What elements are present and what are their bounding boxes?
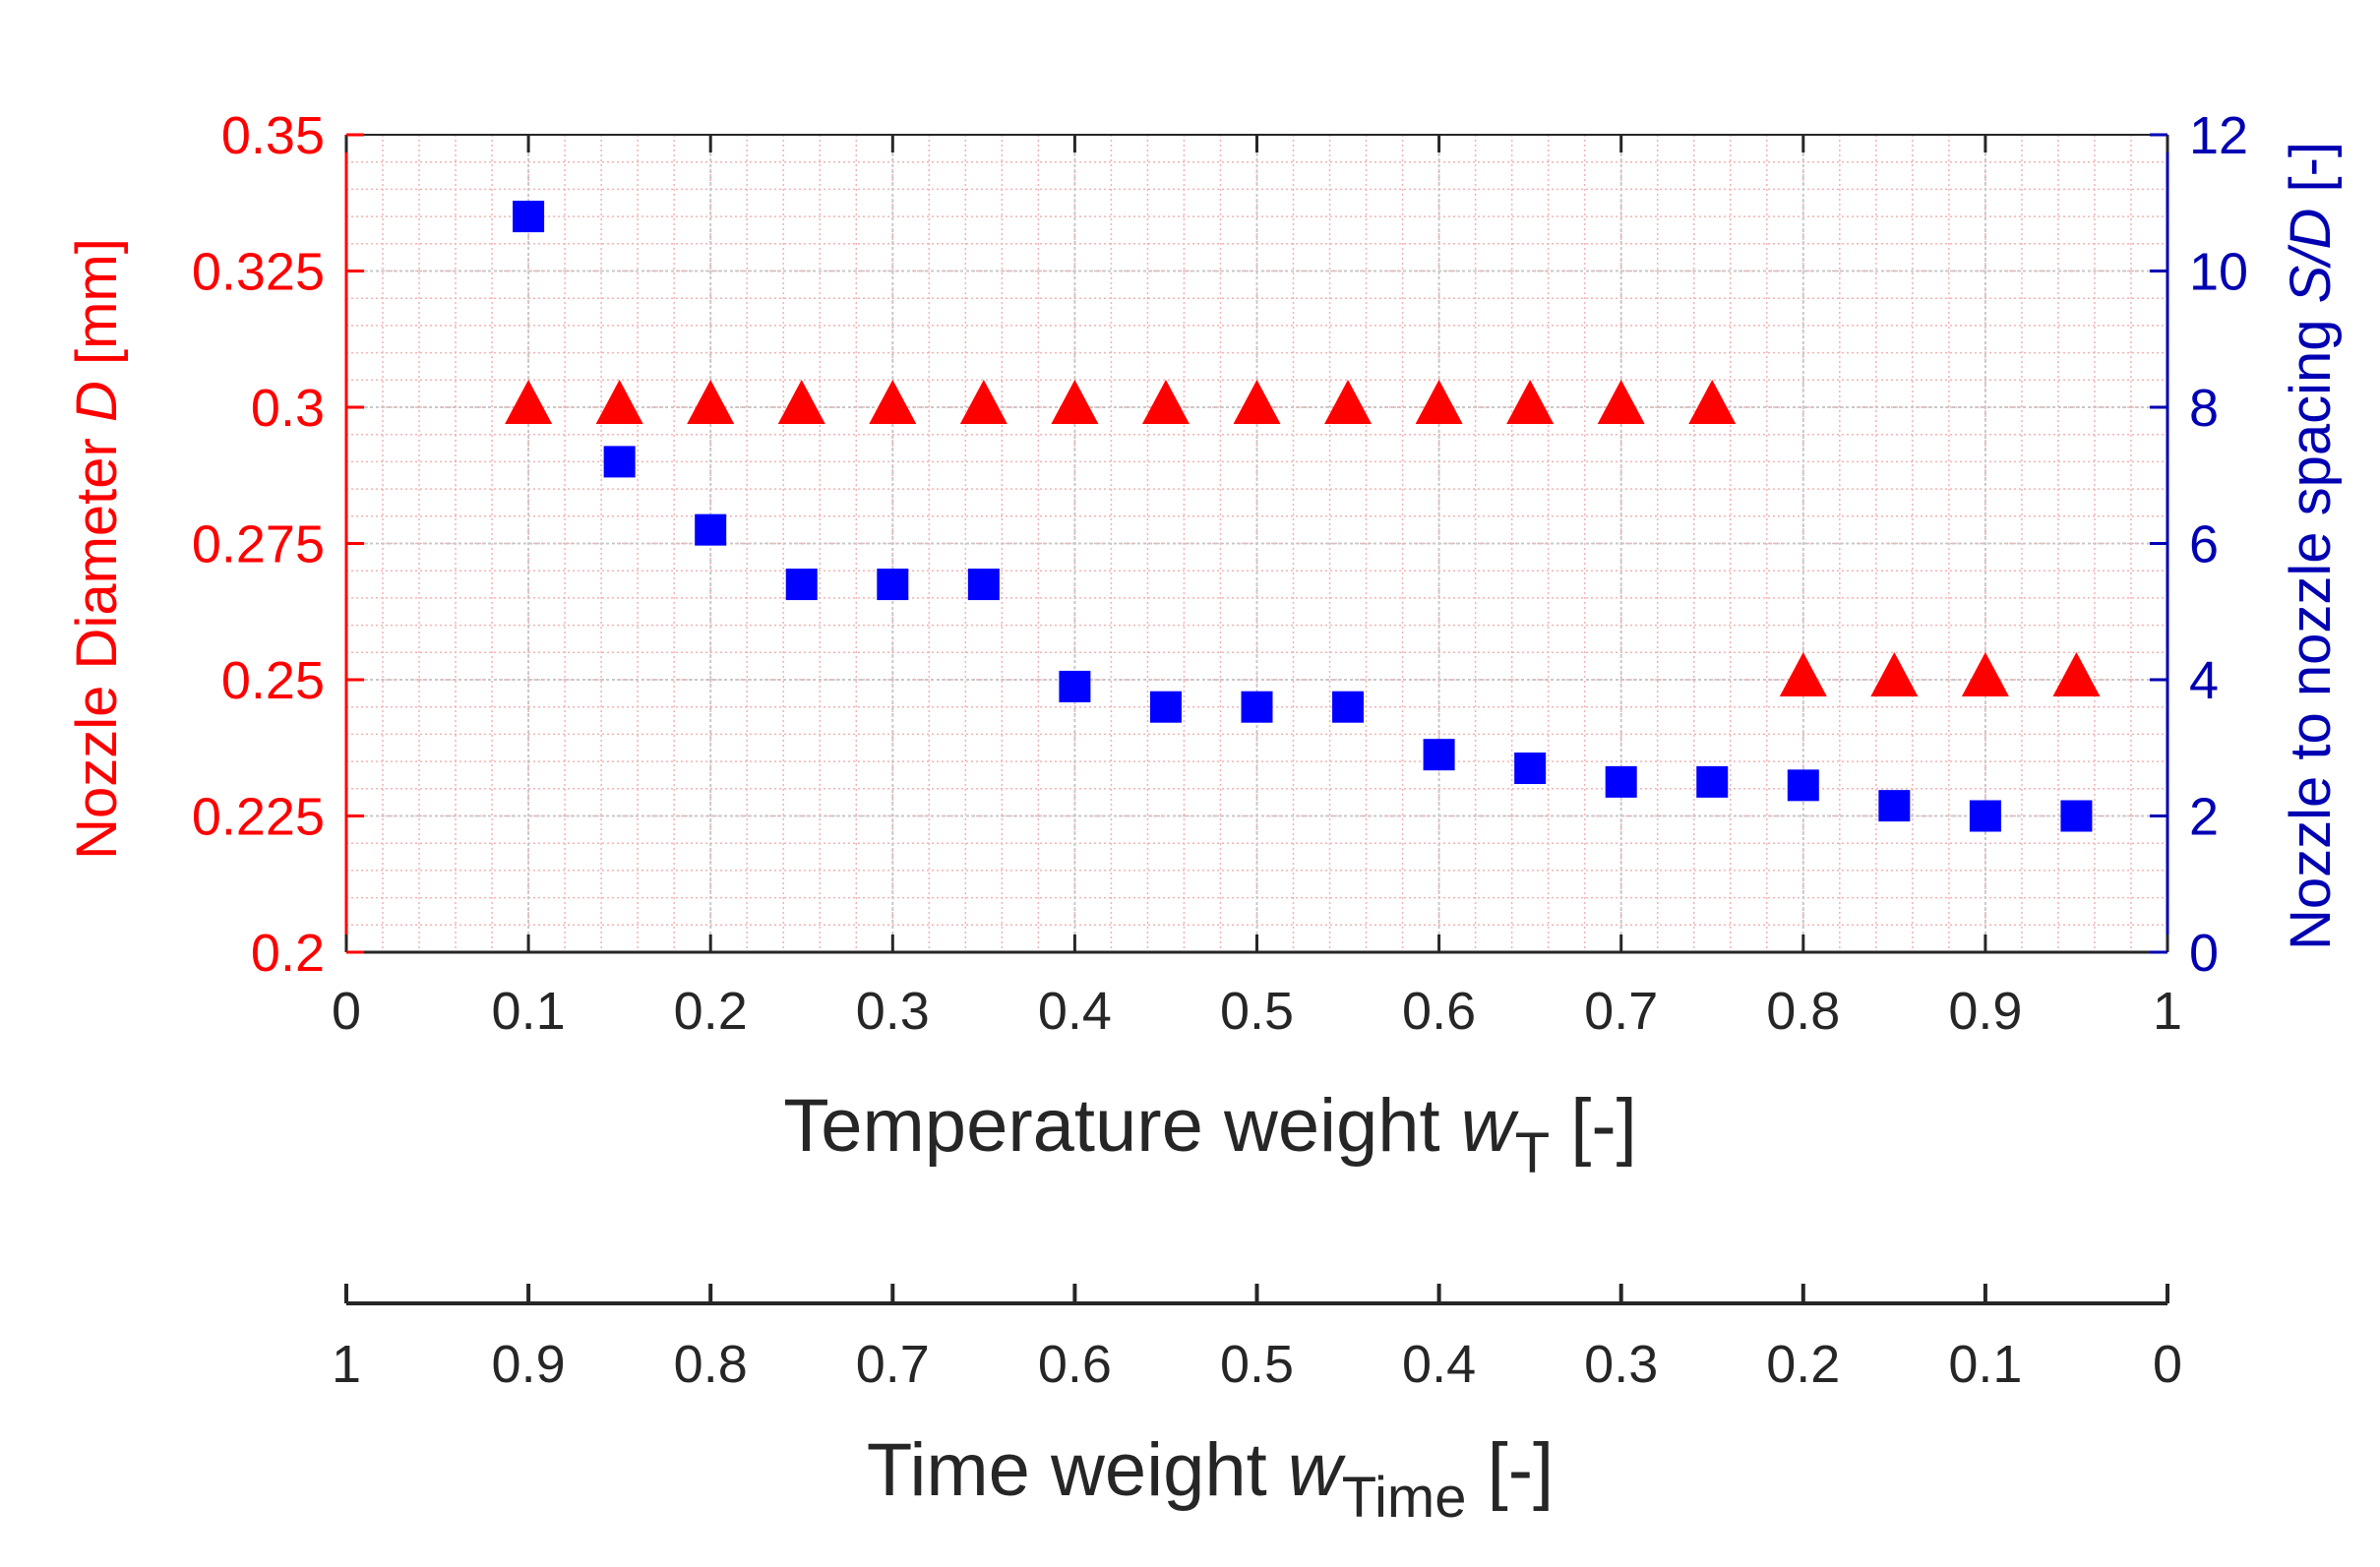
x2-tick-label: 0.2 — [1766, 1335, 1840, 1394]
x2-tick-label: 0.9 — [492, 1335, 566, 1394]
x2-tick-label: 0.8 — [674, 1335, 748, 1394]
square-point — [1423, 739, 1455, 771]
tick-labels: 0 0.1 0.2 0.3 0.4 0.5 0.6 0.7 0.8 0.9 1 1 0.9 0.8 0.7 0… — [192, 106, 2248, 1394]
x2-tick-label: 0 — [2153, 1335, 2182, 1394]
square-point — [1878, 790, 1911, 822]
triangle-point — [2052, 652, 2101, 696]
x-tick-label: 1 — [2153, 982, 2182, 1041]
square-point — [695, 513, 727, 546]
x2-axis-title: Time weight wTime [-] — [867, 1428, 1554, 1530]
y-left-tick-label: 0.25 — [221, 651, 325, 710]
x2-tick-label: 0.7 — [856, 1335, 930, 1394]
y-left-tick-label: 0.35 — [221, 106, 325, 165]
triangle-point — [959, 380, 1007, 424]
triangle-point — [687, 380, 735, 424]
x-tick-label: 0.6 — [1402, 982, 1476, 1041]
square-point — [1059, 670, 1091, 702]
square-point — [1149, 691, 1182, 723]
square-point — [1514, 753, 1547, 785]
square-point — [1969, 800, 2001, 832]
y-left-axis-title: Nozzle Diameter D [mm] — [65, 238, 129, 860]
x-tick-label: 0.3 — [856, 982, 930, 1041]
y-left-tick-label: 0.2 — [251, 924, 325, 983]
x2-tick-label: 0.1 — [1948, 1335, 2022, 1394]
triangle-point — [1688, 380, 1737, 424]
triangle-point — [505, 380, 553, 424]
x-tick-label: 0.2 — [674, 982, 748, 1041]
x-tick-label: 0.5 — [1220, 982, 1294, 1041]
y-right-tick-label: 10 — [2189, 243, 2248, 302]
y-right-tick-label: 12 — [2189, 106, 2248, 165]
square-point — [1605, 765, 1637, 798]
y-left-tick-label: 0.275 — [192, 515, 325, 574]
data-marks — [505, 201, 2101, 832]
x2-tick-label: 0.6 — [1038, 1335, 1112, 1394]
square-point — [967, 569, 1000, 601]
triangle-point — [595, 380, 643, 424]
x2-tick-label: 0.3 — [1584, 1335, 1658, 1394]
triangle-point — [869, 380, 917, 424]
y-left-tick-label: 0.225 — [192, 788, 325, 847]
y-left-tick-label: 0.3 — [251, 379, 325, 438]
triangle-point — [1415, 380, 1463, 424]
y-right-axis-title: Nozzle to nozzle spacing S/D [-] — [2279, 142, 2343, 950]
x-tick-label: 0.8 — [1766, 982, 1840, 1041]
y-right-tick-label: 2 — [2189, 788, 2219, 847]
square-point — [1787, 769, 1819, 802]
y-right-tick-label: 0 — [2189, 924, 2219, 983]
square-point — [603, 446, 636, 478]
triangle-point — [1141, 380, 1190, 424]
y-right-tick-label: 8 — [2189, 379, 2219, 438]
y-left-tick-label: 0.325 — [192, 243, 325, 302]
square-point — [877, 569, 909, 601]
triangle-point — [777, 380, 825, 424]
y-right-tick-label: 4 — [2189, 651, 2219, 710]
square-point — [785, 569, 818, 601]
x-tick-label: 0 — [332, 982, 361, 1041]
x2-tick-label: 0.5 — [1220, 1335, 1294, 1394]
square-point — [1241, 691, 1273, 723]
y-right-tick-label: 6 — [2189, 515, 2219, 574]
x-tick-label: 0.4 — [1038, 982, 1112, 1041]
triangle-point — [1779, 652, 1827, 696]
triangle-point — [1233, 380, 1281, 424]
axes — [344, 133, 2169, 1305]
square-point — [513, 201, 545, 233]
x-tick-label: 0.9 — [1948, 982, 2022, 1041]
x-axis-title: Temperature weight wT [-] — [783, 1084, 1637, 1185]
grid — [346, 135, 2167, 952]
x-tick-label: 0.7 — [1584, 982, 1658, 1041]
x2-tick-label: 1 — [332, 1335, 361, 1394]
triangle-point — [1324, 380, 1373, 424]
x-tick-label: 0.1 — [492, 982, 566, 1041]
x2-tick-label: 0.4 — [1402, 1335, 1476, 1394]
triangle-point — [1506, 380, 1555, 424]
triangle-point — [1597, 380, 1645, 424]
triangle-point — [1961, 652, 2009, 696]
triangle-point — [1870, 652, 1919, 696]
square-point — [2060, 800, 2093, 832]
square-point — [1696, 765, 1729, 798]
triangle-point — [1051, 380, 1099, 424]
square-point — [1332, 691, 1365, 723]
